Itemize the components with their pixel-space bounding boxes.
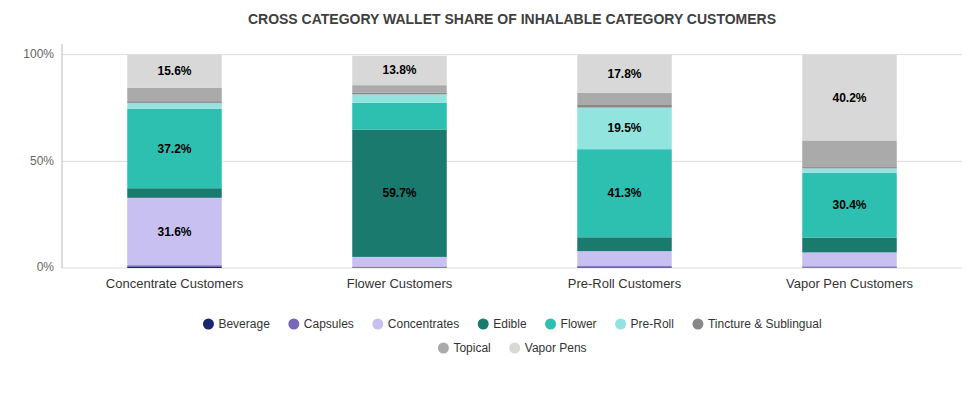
- bar-segment: [127, 101, 222, 103]
- bar-segment: [352, 130, 447, 257]
- bar-segment: [352, 93, 447, 94]
- legend-swatch: [288, 319, 299, 330]
- bar-segment: [577, 108, 672, 150]
- legend-swatch: [372, 319, 383, 330]
- y-axis-line: [62, 44, 63, 268]
- grid: [62, 55, 962, 268]
- bar-segment: [577, 93, 672, 105]
- bar-segment: [127, 188, 222, 198]
- bar-segment: [802, 267, 897, 268]
- bar-segment: [127, 265, 222, 267]
- legend-swatch: [615, 319, 626, 330]
- data-label: 37.2%: [157, 142, 191, 156]
- legend-label: Pre-Roll: [631, 317, 674, 331]
- bar-segment: [577, 251, 672, 266]
- bar-segment: [802, 55, 897, 141]
- bar-segment: [127, 88, 222, 101]
- title: CROSS CATEGORY WALLET SHARE OF INHALABLE…: [248, 11, 776, 27]
- bars: [127, 55, 897, 268]
- legend-swatch: [438, 343, 449, 354]
- chart: CROSS CATEGORY WALLET SHARE OF INHALABLE…: [0, 0, 980, 397]
- data-label: 15.6%: [157, 64, 191, 78]
- bar-segment: [352, 56, 447, 85]
- legend-label: Beverage: [218, 317, 270, 331]
- bar-segment: [127, 103, 222, 109]
- data-label: 41.3%: [607, 186, 641, 200]
- bar-segment: [127, 267, 222, 268]
- legend-label: Topical: [453, 341, 490, 355]
- bar-segment: [802, 266, 897, 267]
- legend-row: Topical Vapor Pens: [438, 341, 587, 355]
- bar-segment: [127, 198, 222, 265]
- bar-segment: [577, 266, 672, 267]
- legend-label: Edible: [493, 317, 527, 331]
- legend-swatch: [509, 343, 520, 354]
- bar-segment: [127, 55, 222, 88]
- legend-swatch: [478, 319, 489, 330]
- x-tick-label: Concentrate Customers: [106, 276, 244, 291]
- legend-label: Concentrates: [388, 317, 459, 331]
- bar-segment: [802, 252, 897, 266]
- bar-segment: [352, 257, 447, 267]
- data-label: 40.2%: [832, 91, 866, 105]
- x-tick-label: Pre-Roll Customers: [568, 276, 682, 291]
- bar-segment: [577, 267, 672, 268]
- legend-label: Tincture & Sublingual: [708, 317, 822, 331]
- bar-segment: [352, 85, 447, 93]
- grid-line: [62, 268, 962, 269]
- bar-segment: [577, 237, 672, 251]
- y-tick-label: 50%: [30, 154, 54, 168]
- legend-label: Flower: [561, 317, 597, 331]
- legend-label: Capsules: [304, 317, 354, 331]
- bar-segment: [802, 168, 897, 172]
- data-labels: 31.6% 59.7% 37.2% 41.3% 30.4% 19.5% 15.6% 13.8%…: [157, 63, 866, 238]
- bar-segment: [802, 237, 897, 252]
- data-label: 13.8%: [382, 63, 416, 77]
- bar-segment: [802, 140, 897, 167]
- data-label: 19.5%: [607, 121, 641, 135]
- x-tick-label: Vapor Pen Customers: [786, 276, 913, 291]
- y-tick-label: 100%: [23, 47, 54, 61]
- bar-segment: [127, 109, 222, 188]
- x-tick-label: Flower Customers: [347, 276, 453, 291]
- bar-segment: [802, 173, 897, 238]
- bar-segment: [352, 94, 447, 103]
- data-label: 17.8%: [607, 67, 641, 81]
- legend-row: Beverage Capsules Concentrates Edible Flower…: [203, 317, 822, 331]
- legend-label: Vapor Pens: [525, 341, 587, 355]
- bar-segment: [577, 105, 672, 108]
- bar-segment: [352, 103, 447, 130]
- y-tick-label: 0%: [37, 260, 55, 274]
- legend: Beverage Capsules Concentrates Edible Flower…: [203, 317, 822, 355]
- bar-segment: [577, 55, 672, 93]
- legend-swatch: [545, 319, 556, 330]
- bar-segment: [352, 267, 447, 268]
- bar-segment: [802, 167, 897, 168]
- data-label: 59.7%: [382, 186, 416, 200]
- legend-swatch: [692, 319, 703, 330]
- data-label: 31.6%: [157, 225, 191, 239]
- data-label: 30.4%: [832, 198, 866, 212]
- legend-swatch: [203, 319, 214, 330]
- bar-segment: [577, 149, 672, 237]
- bar-segment: [352, 267, 447, 268]
